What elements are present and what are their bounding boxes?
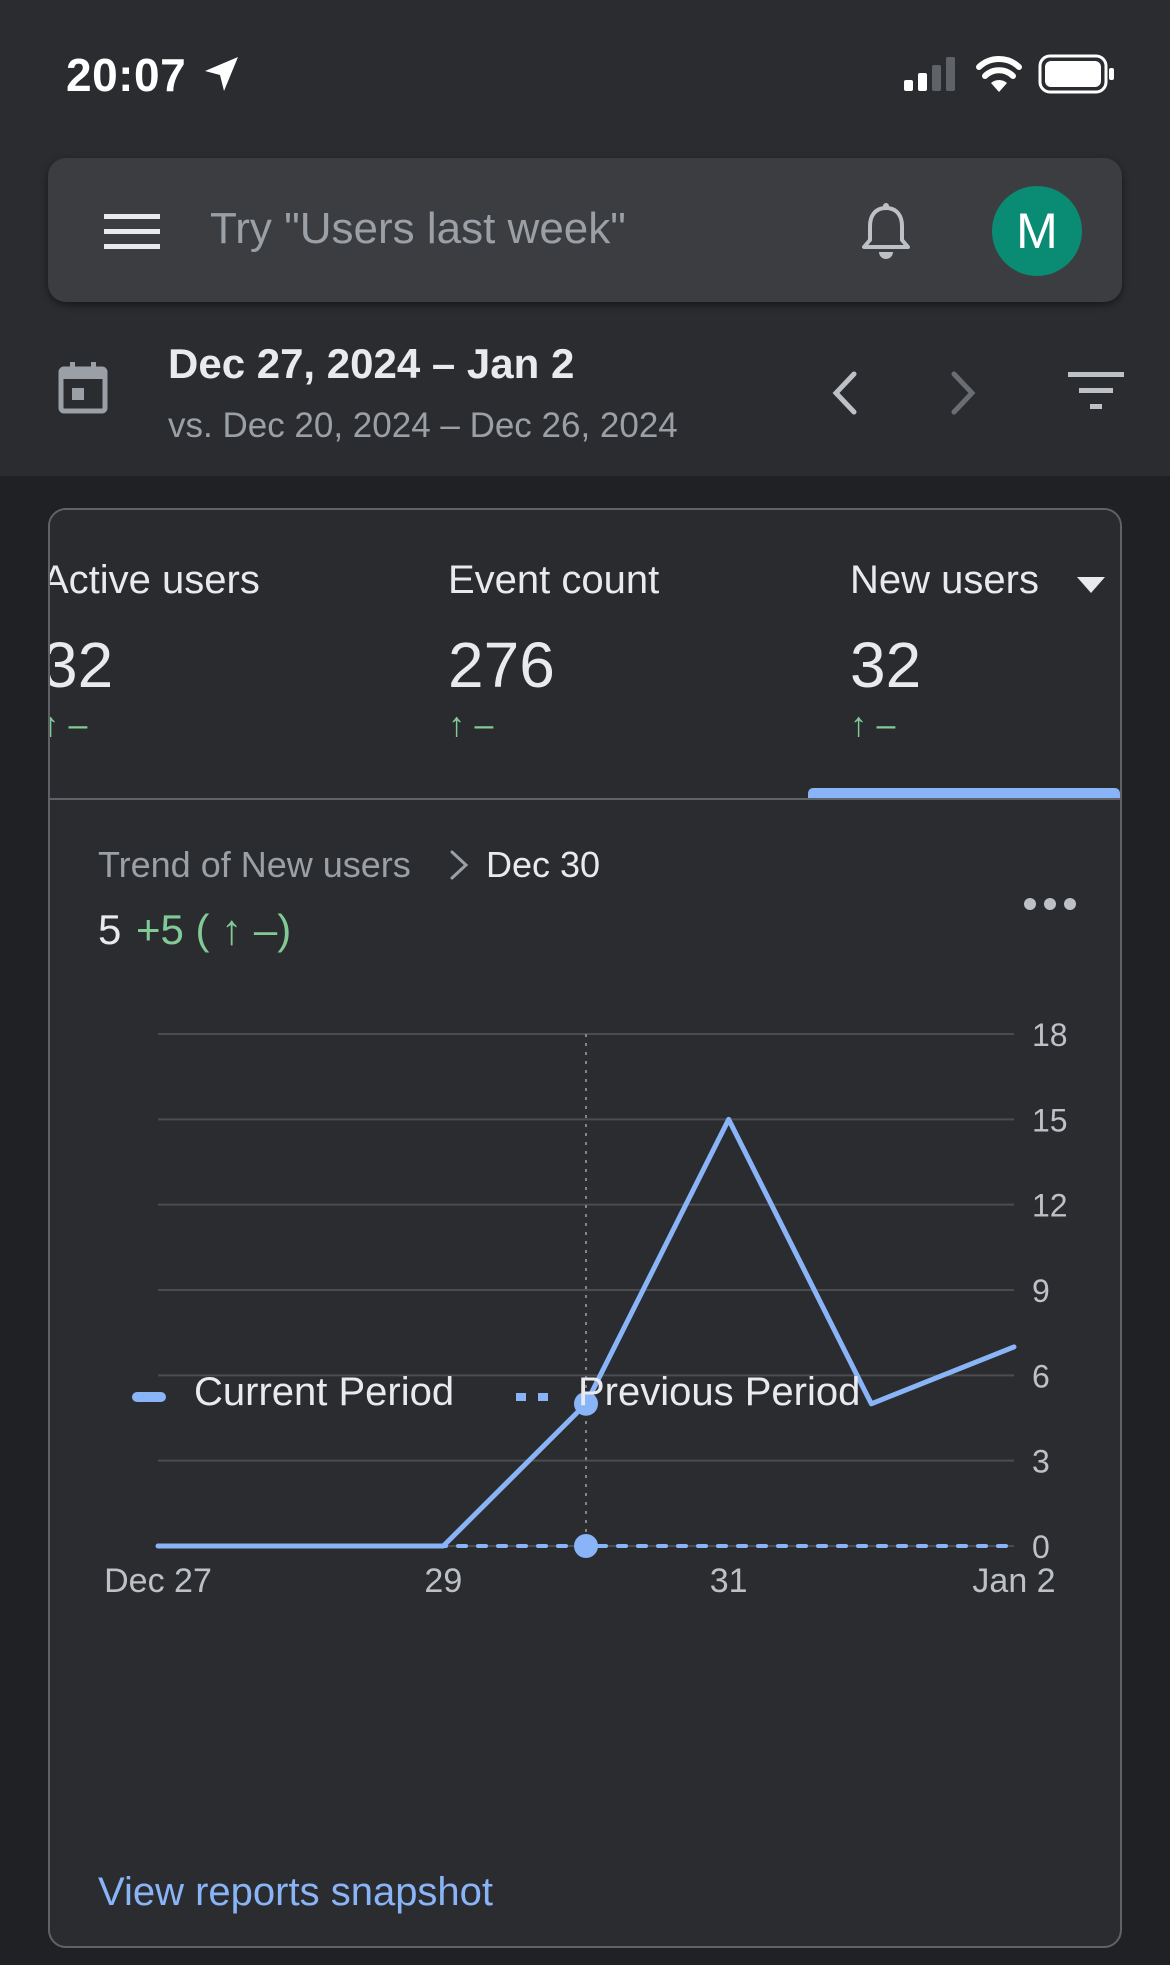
legend-previous-period: Previous Period: [578, 1370, 861, 1414]
x-tick-label: Dec 27: [104, 1562, 212, 1600]
y-tick-label: 18: [1032, 1017, 1068, 1053]
dropdown-arrow-icon[interactable]: [1076, 576, 1106, 594]
chevron-left-icon[interactable]: [828, 370, 860, 416]
filter-icon[interactable]: [1068, 372, 1124, 412]
legend-swatch-current: [132, 1392, 166, 1402]
bell-icon[interactable]: [860, 202, 912, 262]
trend-selected-value: 5: [98, 906, 122, 953]
selected-tab-indicator: [808, 788, 1120, 798]
metric-value: 32: [850, 629, 922, 701]
wifi-icon: [976, 56, 1022, 92]
chevron-right-icon: [450, 850, 469, 880]
trend-selected-change: +5 ( ↑ –): [136, 906, 292, 953]
calendar-icon[interactable]: [58, 362, 108, 414]
x-tick-label: 31: [710, 1562, 748, 1600]
y-tick-label: 6: [1032, 1358, 1050, 1394]
more-options-icon[interactable]: [1022, 894, 1078, 914]
data-point-previous-period: [574, 1534, 598, 1558]
metric-label: Active users: [48, 558, 260, 602]
metric-value: 276: [448, 629, 555, 701]
metric-value: 32: [48, 629, 114, 701]
legend-current-period: Current Period: [194, 1370, 455, 1414]
legend-swatch-previous: [516, 1393, 550, 1401]
trend-selected-date: Dec 30: [486, 844, 601, 885]
avatar[interactable]: M: [992, 186, 1082, 276]
search-bar[interactable]: Try "Users last week" M: [48, 158, 1122, 302]
menu-icon[interactable]: [104, 212, 160, 252]
battery-icon: [1038, 54, 1114, 94]
cellular-signal-icon: [904, 57, 955, 91]
chevron-right-icon[interactable]: [948, 370, 980, 416]
search-input[interactable]: Try "Users last week": [210, 204, 626, 253]
trend-line-chart[interactable]: 0 3 6 9 12 15 18 Dec 27 29 31 Jan 2: [50, 510, 1120, 1946]
date-range[interactable]: Dec 27, 2024 – Jan 2: [168, 340, 575, 387]
y-tick-label: 12: [1032, 1188, 1068, 1224]
location-arrow-icon: [205, 57, 238, 91]
comparison-date-range[interactable]: vs. Dec 20, 2024 – Dec 26, 2024: [168, 406, 678, 445]
y-tick-label: 9: [1032, 1273, 1050, 1309]
y-tick-label: 0: [1032, 1529, 1050, 1565]
metric-tabs: Active users 32 ↑ – Event count 276 ↑ – …: [50, 510, 1120, 800]
metric-label: Event count: [448, 558, 660, 602]
x-tick-label: Jan 2: [972, 1562, 1055, 1600]
x-tick-label: 29: [424, 1562, 462, 1600]
status-time: 20:07: [66, 49, 187, 101]
metric-change: ↑ –: [448, 706, 494, 744]
app-header: 20:07 Try "Users last week" M: [0, 0, 1170, 476]
y-tick-label: 15: [1032, 1102, 1068, 1138]
y-tick-label: 3: [1032, 1444, 1050, 1480]
view-reports-snapshot-link[interactable]: View reports snapshot: [98, 1870, 494, 1914]
report-card: Active users 32 ↑ – Event count 276 ↑ – …: [48, 508, 1122, 1948]
metric-change: ↑ –: [850, 706, 896, 744]
metric-label: New users: [850, 558, 1039, 602]
data-point-current-period: [574, 1391, 598, 1416]
trend-title: Trend of New users: [98, 844, 411, 885]
metric-change: ↑ –: [50, 706, 88, 744]
